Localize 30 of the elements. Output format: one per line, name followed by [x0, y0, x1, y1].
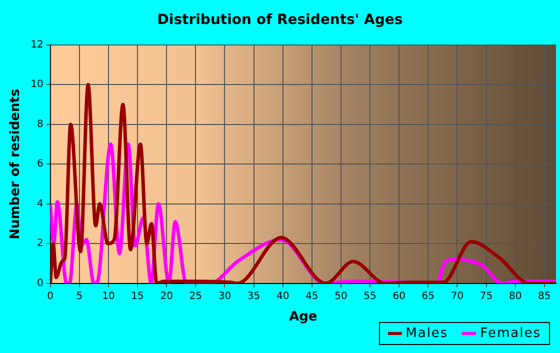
y-tick-label: 2 [36, 238, 44, 250]
y-tick-label: 0 [36, 278, 44, 289]
x-tick-label: 65 [422, 290, 434, 302]
x-tick-label: 45 [306, 290, 318, 302]
y-tick-label: 12 [30, 39, 44, 50]
y-tick-label: 10 [30, 79, 44, 90]
x-tick-label: 10 [102, 290, 115, 302]
x-tick-label: 60 [392, 290, 406, 302]
x-tick-label: 80 [508, 290, 522, 302]
x-tick-label: 35 [247, 290, 260, 302]
x-tick-label: 15 [131, 290, 144, 302]
x-tick-label: 85 [538, 290, 551, 302]
x-tick-label: 5 [76, 290, 83, 302]
y-tick-label: 6 [36, 158, 44, 170]
x-axis-title: Age [289, 310, 318, 325]
x-tick-label: 75 [480, 290, 493, 302]
legend-label: Males [404, 326, 448, 341]
x-tick-label: 30 [218, 290, 232, 302]
x-tick-label: 25 [189, 290, 202, 302]
legend-label: Females [479, 326, 541, 341]
x-tick-label: 70 [450, 290, 464, 302]
chart-title: Distribution of Residents' Ages [157, 12, 403, 28]
x-tick-label: 0 [47, 290, 54, 302]
y-axis-title: Number of residents [8, 88, 24, 240]
y-tick-label: 4 [36, 198, 44, 210]
x-tick-label: 50 [334, 290, 348, 302]
x-tick-label: 20 [160, 290, 173, 302]
y-tick-label: 8 [36, 118, 44, 130]
x-tick-label: 55 [364, 290, 376, 302]
x-tick-label: 40 [276, 290, 290, 302]
